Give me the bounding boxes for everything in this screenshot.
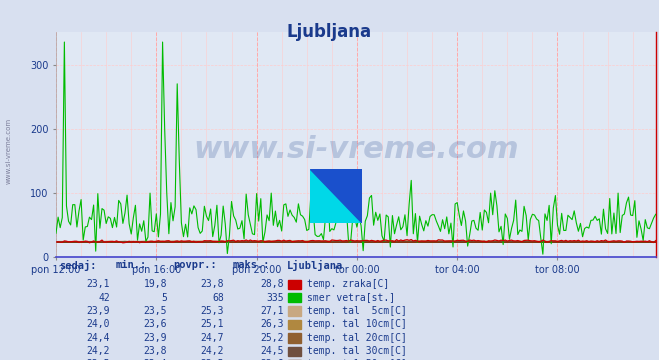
Text: 23,5: 23,5 [144,306,167,316]
Text: temp. tal  5cm[C]: temp. tal 5cm[C] [306,306,407,316]
Text: 23,8: 23,8 [200,279,224,289]
Text: Ljubljana: Ljubljana [287,23,372,41]
Text: 23,6: 23,6 [260,359,284,360]
Text: smer vetra[st.]: smer vetra[st.] [306,293,395,302]
Bar [288,346,301,356]
Text: 24,2: 24,2 [200,346,224,356]
Text: Ljubljana: Ljubljana [287,260,343,271]
Text: 24,2: 24,2 [86,346,110,356]
Text: www.si-vreme.com: www.si-vreme.com [193,135,519,164]
Text: 23,5: 23,5 [86,359,110,360]
Text: 23,6: 23,6 [144,319,167,329]
Text: 25,3: 25,3 [200,306,224,316]
Text: 42: 42 [98,293,110,302]
Text: temp. tal 30cm[C]: temp. tal 30cm[C] [306,346,407,356]
Text: min.:: min.: [116,260,147,270]
Text: 25,1: 25,1 [200,319,224,329]
Polygon shape [310,169,362,223]
Text: temp. tal 50cm[C]: temp. tal 50cm[C] [306,359,407,360]
Text: temp. zraka[C]: temp. zraka[C] [306,279,389,289]
Text: 28,8: 28,8 [260,279,284,289]
Polygon shape [310,169,362,223]
Bar [288,320,301,329]
Text: 24,0: 24,0 [86,319,110,329]
Text: 26,3: 26,3 [260,319,284,329]
Text: sedaj:: sedaj: [59,260,96,271]
Text: temp. tal 10cm[C]: temp. tal 10cm[C] [306,319,407,329]
Text: 24,5: 24,5 [260,346,284,356]
Bar [288,306,301,316]
Text: 23,5: 23,5 [200,359,224,360]
Text: 335: 335 [266,293,284,302]
Text: www.si-vreme.com: www.si-vreme.com [5,118,11,184]
Text: 27,1: 27,1 [260,306,284,316]
Text: 25,2: 25,2 [260,333,284,343]
Bar [288,293,301,302]
Text: 23,9: 23,9 [144,333,167,343]
Text: 24,7: 24,7 [200,333,224,343]
Text: 23,8: 23,8 [144,346,167,356]
Text: 23,1: 23,1 [86,279,110,289]
Text: 23,9: 23,9 [86,306,110,316]
Text: 19,8: 19,8 [144,279,167,289]
Text: 5: 5 [161,293,167,302]
Text: maks.:: maks.: [233,260,270,270]
Text: temp. tal 20cm[C]: temp. tal 20cm[C] [306,333,407,343]
Text: 24,4: 24,4 [86,333,110,343]
Bar [288,280,301,289]
Text: 23,4: 23,4 [144,359,167,360]
Bar [288,333,301,343]
Text: 68: 68 [212,293,224,302]
Text: povpr.:: povpr.: [173,260,217,270]
